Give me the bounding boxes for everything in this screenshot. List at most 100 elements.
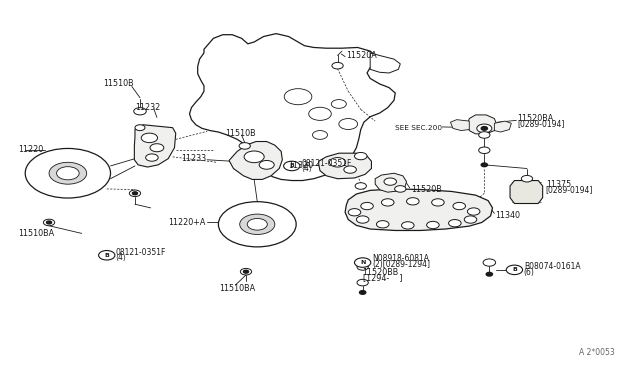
Text: 08121-0351F: 08121-0351F xyxy=(116,248,166,257)
Circle shape xyxy=(355,183,367,189)
Text: B08074-0161A: B08074-0161A xyxy=(524,262,580,272)
Text: 11520BB: 11520BB xyxy=(363,268,399,277)
Circle shape xyxy=(141,133,157,142)
Circle shape xyxy=(481,148,488,153)
Circle shape xyxy=(359,265,367,269)
Circle shape xyxy=(449,219,461,227)
Text: 11510BA: 11510BA xyxy=(220,283,256,292)
Text: 11340: 11340 xyxy=(495,211,520,219)
Circle shape xyxy=(479,132,490,138)
Text: SEE SEC.200: SEE SEC.200 xyxy=(396,125,442,131)
Polygon shape xyxy=(229,141,282,179)
Text: ⟨4⟩: ⟨4⟩ xyxy=(301,164,312,173)
Circle shape xyxy=(241,268,252,275)
Circle shape xyxy=(479,147,490,154)
Circle shape xyxy=(134,108,147,115)
Circle shape xyxy=(247,218,268,230)
Circle shape xyxy=(136,125,144,130)
Text: 11510B: 11510B xyxy=(104,80,134,89)
Circle shape xyxy=(524,177,531,181)
Circle shape xyxy=(344,166,356,173)
Circle shape xyxy=(506,265,523,275)
Text: 11233: 11233 xyxy=(180,154,206,163)
Circle shape xyxy=(355,258,371,267)
Circle shape xyxy=(348,209,361,216)
Polygon shape xyxy=(370,53,400,73)
Circle shape xyxy=(284,161,300,171)
Text: 11510BA: 11510BA xyxy=(18,229,54,238)
Circle shape xyxy=(431,199,444,206)
Text: 11520B: 11520B xyxy=(411,185,442,194)
Circle shape xyxy=(132,192,138,195)
Circle shape xyxy=(356,154,365,159)
Text: A 2*0053: A 2*0053 xyxy=(579,348,615,357)
Text: (2)[0289-1294]: (2)[0289-1294] xyxy=(372,260,430,269)
Circle shape xyxy=(146,154,158,161)
Text: 11510B: 11510B xyxy=(225,129,255,138)
Text: B: B xyxy=(104,253,109,258)
Circle shape xyxy=(361,202,373,210)
Circle shape xyxy=(427,221,439,229)
Circle shape xyxy=(359,280,367,285)
Polygon shape xyxy=(375,173,406,192)
Circle shape xyxy=(330,158,346,167)
Circle shape xyxy=(477,124,492,133)
Text: [0289-0194]: [0289-0194] xyxy=(518,119,565,128)
Polygon shape xyxy=(134,125,176,167)
Polygon shape xyxy=(494,121,511,132)
Text: 11375: 11375 xyxy=(546,180,571,189)
Circle shape xyxy=(49,162,86,184)
Circle shape xyxy=(135,125,145,131)
Circle shape xyxy=(395,186,406,192)
Circle shape xyxy=(384,178,397,185)
Circle shape xyxy=(486,272,493,276)
Circle shape xyxy=(464,216,477,223)
Text: B: B xyxy=(512,267,517,272)
Polygon shape xyxy=(189,33,396,180)
Circle shape xyxy=(334,64,341,68)
Polygon shape xyxy=(510,180,543,203)
Circle shape xyxy=(481,126,488,130)
Circle shape xyxy=(240,214,275,234)
Circle shape xyxy=(381,199,394,206)
Polygon shape xyxy=(451,120,469,131)
Polygon shape xyxy=(467,115,497,134)
Circle shape xyxy=(243,270,248,273)
Circle shape xyxy=(483,259,495,266)
Circle shape xyxy=(357,184,365,188)
Text: ⟨4⟩: ⟨4⟩ xyxy=(116,253,127,262)
Circle shape xyxy=(332,62,343,69)
Circle shape xyxy=(467,208,480,215)
Circle shape xyxy=(56,167,79,180)
Circle shape xyxy=(239,142,250,149)
Text: 11232: 11232 xyxy=(135,103,160,112)
Circle shape xyxy=(485,260,493,265)
Polygon shape xyxy=(345,189,493,231)
Text: 11220+A: 11220+A xyxy=(168,218,206,227)
Circle shape xyxy=(397,187,404,191)
Text: N: N xyxy=(360,260,365,265)
Circle shape xyxy=(136,109,145,114)
Text: B: B xyxy=(289,163,294,169)
Circle shape xyxy=(481,163,488,167)
Circle shape xyxy=(350,210,359,215)
Circle shape xyxy=(47,221,52,224)
Circle shape xyxy=(241,144,248,148)
Circle shape xyxy=(453,202,465,210)
Circle shape xyxy=(218,202,296,247)
Polygon shape xyxy=(319,153,371,179)
Text: [1294-    ]: [1294- ] xyxy=(363,273,402,282)
Text: 11520A: 11520A xyxy=(346,51,377,60)
Text: 11220: 11220 xyxy=(18,145,43,154)
Text: [0289-0194]: [0289-0194] xyxy=(546,185,593,194)
Circle shape xyxy=(244,151,264,163)
Circle shape xyxy=(376,221,389,228)
Text: 11320: 11320 xyxy=(289,161,314,170)
Text: (6): (6) xyxy=(524,267,534,276)
Text: N08918-6081A: N08918-6081A xyxy=(372,254,429,263)
Circle shape xyxy=(150,144,164,152)
Text: 11520BA: 11520BA xyxy=(518,114,554,123)
Circle shape xyxy=(99,250,115,260)
Circle shape xyxy=(406,198,419,205)
Circle shape xyxy=(360,291,366,294)
